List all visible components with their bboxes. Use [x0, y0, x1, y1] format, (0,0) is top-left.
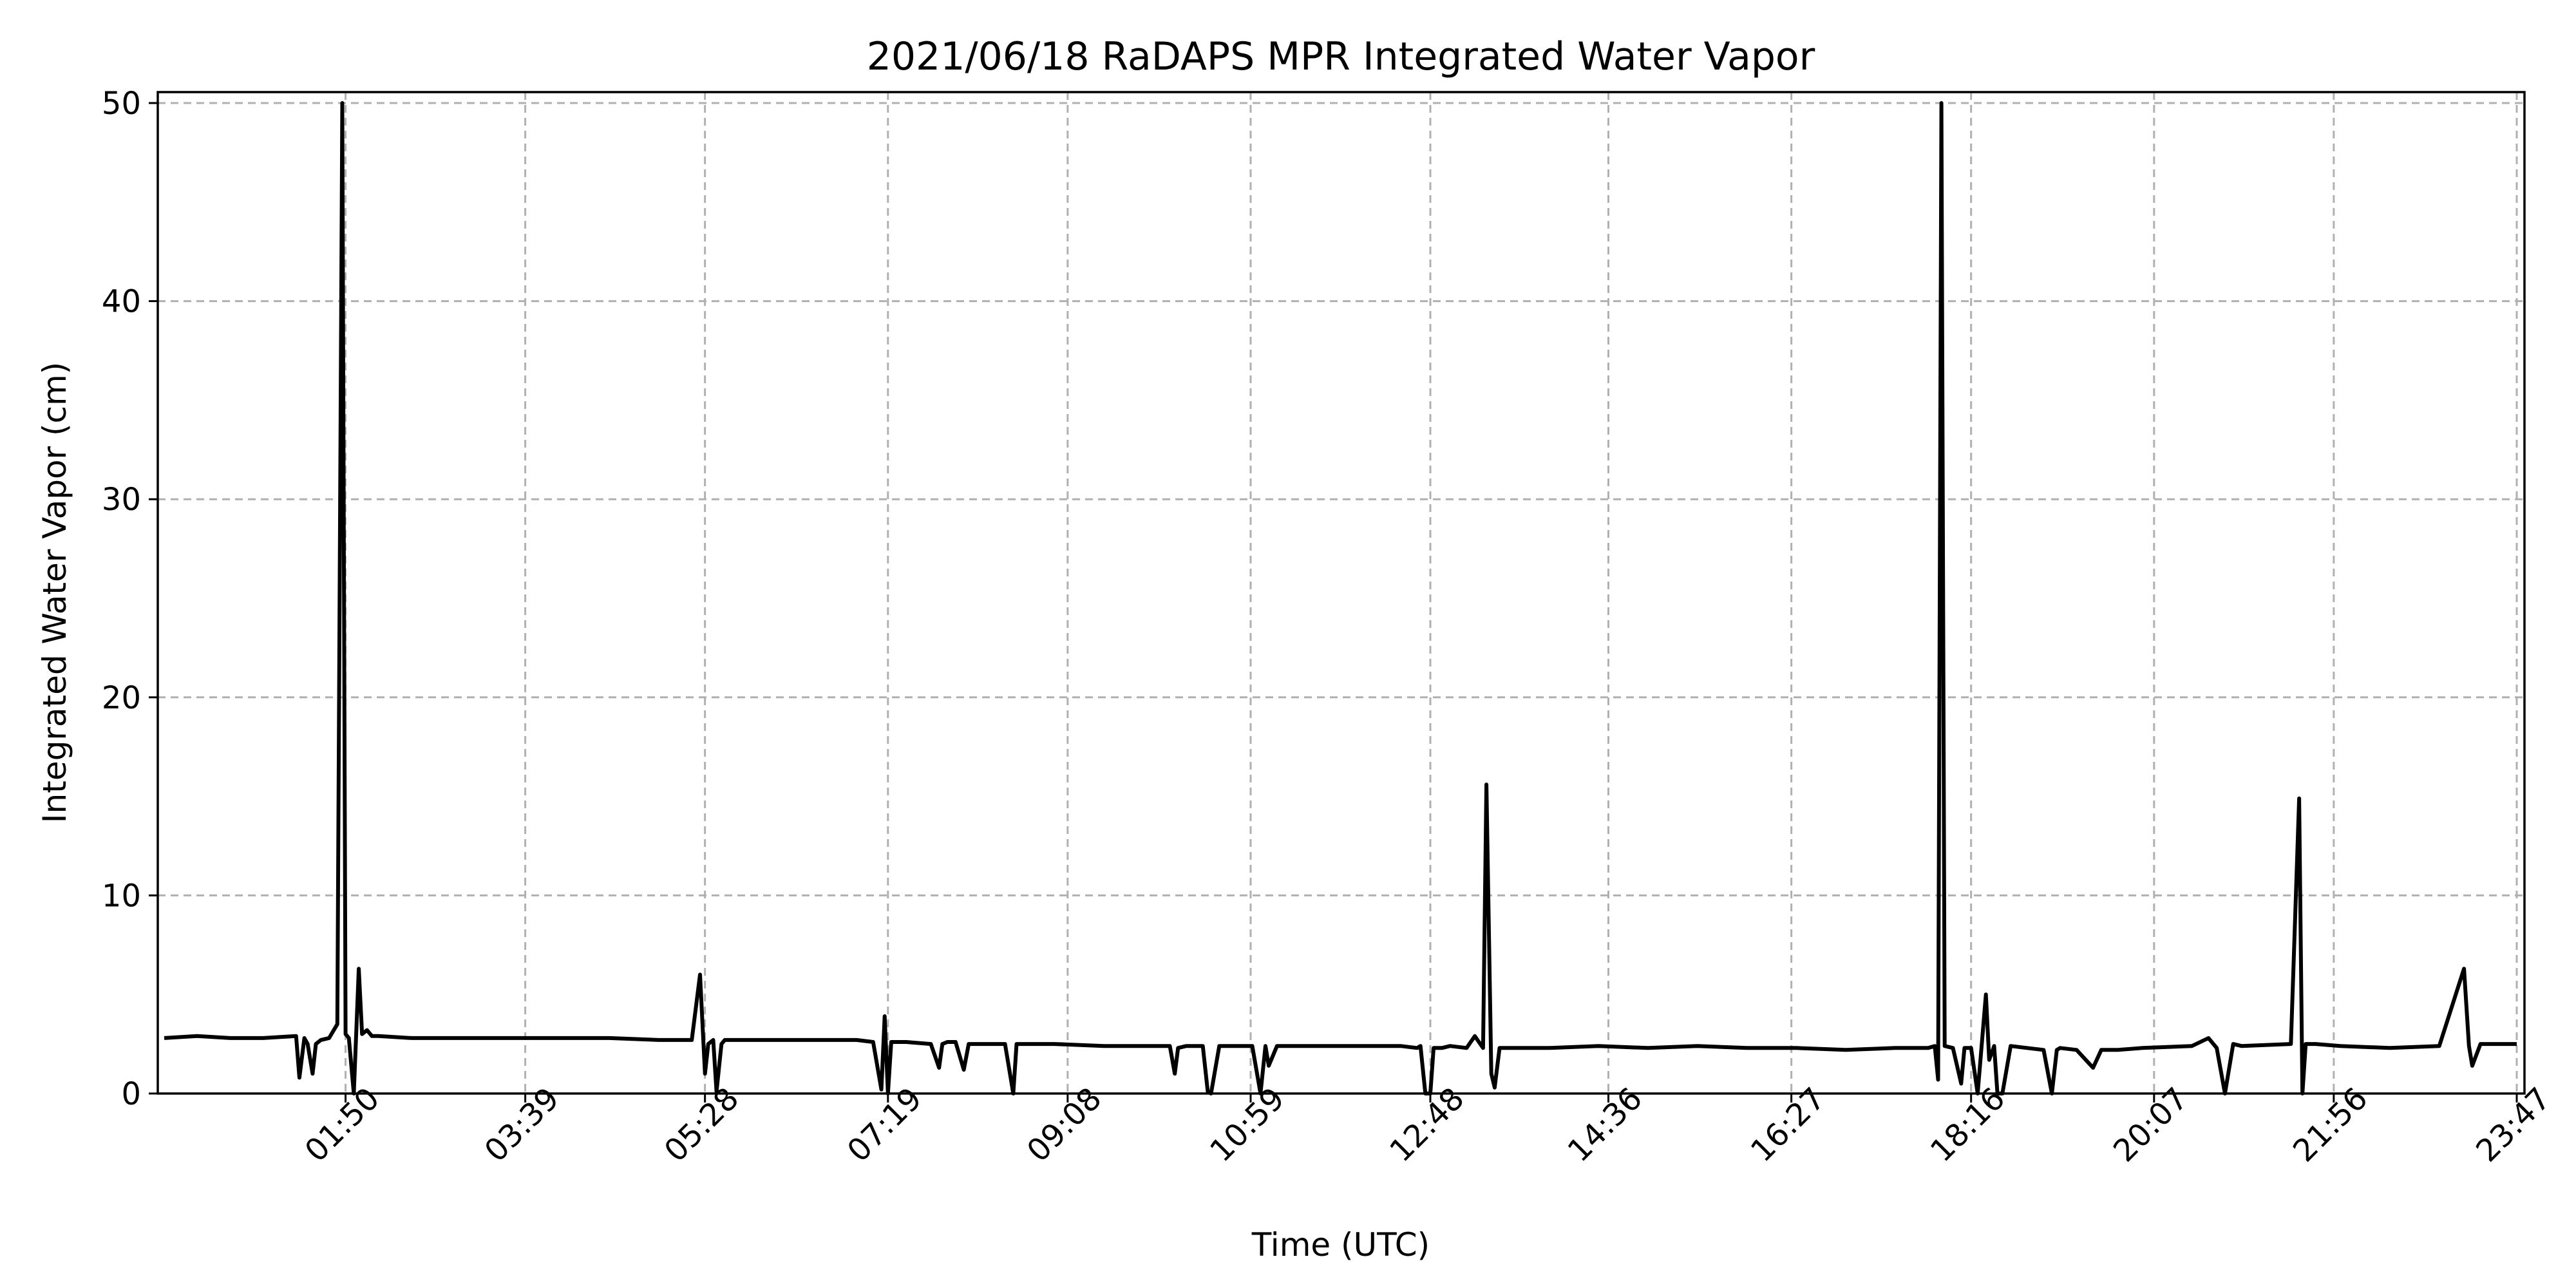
x-axis-label: Time (UTC)	[1251, 1226, 1430, 1264]
chart-title: 2021/06/18 RaDAPS MPR Integrated Water V…	[867, 34, 1815, 79]
y-tick-label: 20	[102, 680, 141, 716]
grid-layer	[158, 92, 2524, 1094]
series-layer	[164, 101, 2517, 1095]
y-tick-label: 10	[102, 878, 141, 914]
y-tick-label: 40	[102, 284, 141, 320]
y-tick-label: 0	[121, 1076, 141, 1112]
y-tick-label: 30	[102, 482, 141, 518]
y-axis-label: Integrated Water Vapor (cm)	[36, 362, 73, 823]
plot-area-frame	[156, 91, 2526, 1095]
y-tick-label: 50	[102, 86, 141, 122]
iwv-series-line	[164, 101, 2517, 1095]
